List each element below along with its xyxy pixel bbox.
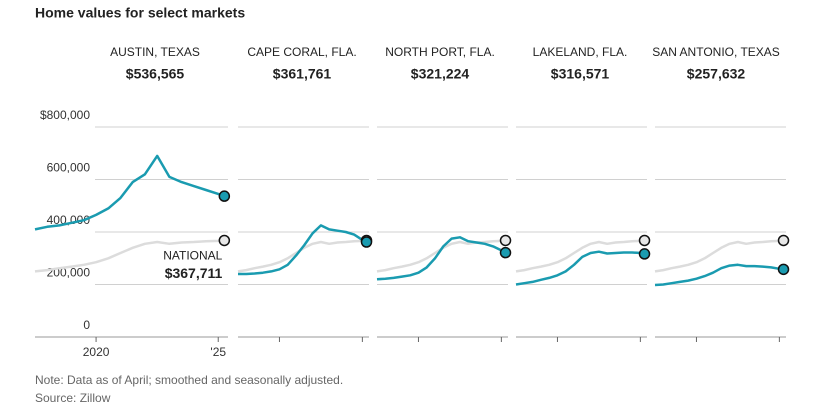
panel-value: $361,761 <box>273 66 332 82</box>
national-end-marker <box>218 234 231 247</box>
note: Note: Data as of April; smoothed and sea… <box>35 373 343 387</box>
market-end-marker <box>777 263 790 276</box>
panel-value: $257,632 <box>687 66 746 82</box>
national-label: NATIONAL <box>163 249 222 263</box>
market-end-marker <box>218 190 231 202</box>
source: Source: Zillow <box>35 391 111 405</box>
market-line <box>34 154 225 231</box>
national-end-marker <box>777 234 790 247</box>
national-line <box>515 239 645 273</box>
x-tick-label: 2020 <box>83 345 110 359</box>
y-tick-label: 600,000 <box>47 161 91 175</box>
panel-title: AUSTIN, TEXAS <box>110 45 200 59</box>
y-tick-label: 400,000 <box>47 213 91 227</box>
national-line <box>34 239 225 273</box>
market-line <box>376 236 507 281</box>
national-line <box>237 239 367 273</box>
national-end-marker <box>499 234 512 247</box>
panel-value: $316,571 <box>551 66 610 82</box>
panel-title: NORTH PORT, FLA. <box>385 45 495 59</box>
panel-value: $321,224 <box>411 66 470 82</box>
market-line <box>515 250 645 286</box>
national-line <box>654 239 784 273</box>
national-value: $367,711 <box>165 265 223 281</box>
national-end-marker <box>638 234 651 247</box>
market-end-marker <box>638 248 651 260</box>
market-line <box>238 224 368 276</box>
market-end-marker <box>499 246 512 259</box>
panel-title: LAKELAND, FLA. <box>533 45 628 59</box>
market-line <box>654 263 784 287</box>
panel-title: CAPE CORAL, FLA. <box>247 45 356 59</box>
panel-value: $536,565 <box>126 66 185 82</box>
chart-title: Home values for select markets <box>35 5 245 21</box>
panel-title: SAN ANTONIO, TEXAS <box>652 45 780 59</box>
y-tick-label: $800,000 <box>40 108 90 122</box>
x-tick-label: '25 <box>210 345 226 359</box>
y-tick-label: 0 <box>83 318 90 332</box>
market-end-marker <box>360 236 373 248</box>
